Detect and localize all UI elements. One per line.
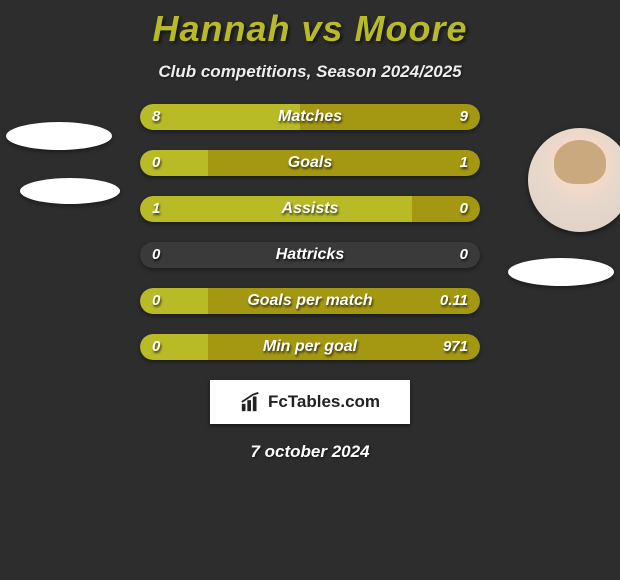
subtitle: Club competitions, Season 2024/2025 <box>0 62 620 82</box>
stat-label: Assists <box>140 196 480 222</box>
decor-ellipse-right-1 <box>508 258 614 286</box>
footer-brand-badge[interactable]: FcTables.com <box>210 380 410 424</box>
stat-bar: 00Hattricks <box>140 242 480 268</box>
footer-brand-text: FcTables.com <box>268 392 380 412</box>
decor-ellipse-left-1 <box>6 122 112 150</box>
stats-bars: 89Matches 01Goals 10Assists 00Hattricks 00.1… <box>140 104 480 360</box>
avatar-right <box>528 128 620 232</box>
page-title: Hannah vs Moore <box>0 0 620 50</box>
stat-label: Goals <box>140 150 480 176</box>
stat-label: Goals per match <box>140 288 480 314</box>
stat-label: Min per goal <box>140 334 480 360</box>
stat-bar: 00.11Goals per match <box>140 288 480 314</box>
stat-label: Matches <box>140 104 480 130</box>
footer-date: 7 october 2024 <box>0 442 620 462</box>
stat-bar: 0971Min per goal <box>140 334 480 360</box>
stat-bar: 89Matches <box>140 104 480 130</box>
stat-bar: 10Assists <box>140 196 480 222</box>
stat-label: Hattricks <box>140 242 480 268</box>
decor-ellipse-left-2 <box>20 178 120 204</box>
stat-bar: 01Goals <box>140 150 480 176</box>
fctables-logo-icon <box>240 391 262 413</box>
